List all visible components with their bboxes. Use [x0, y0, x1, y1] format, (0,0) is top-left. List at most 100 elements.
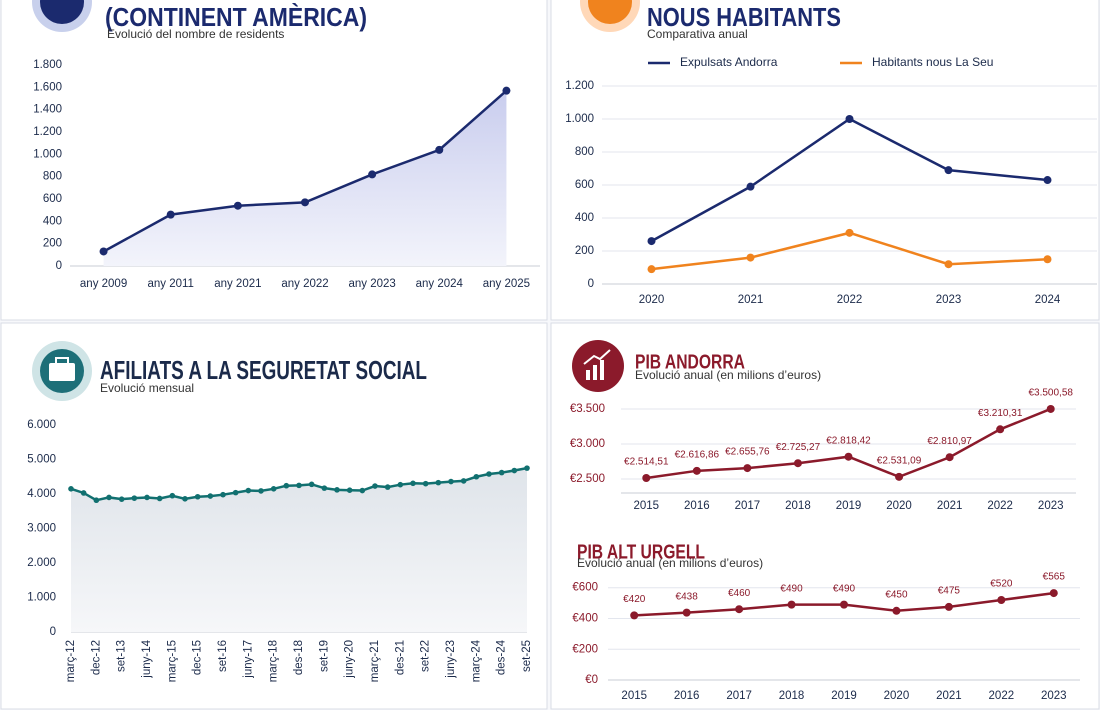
- chart-subtitle: Evolució anual (en milions d’euros): [577, 556, 763, 570]
- x-tick-label: març-15: [166, 640, 178, 682]
- x-tick-label: any 2009: [80, 278, 127, 290]
- x-tick-label: any 2023: [348, 278, 395, 290]
- marker: [258, 488, 264, 494]
- marker: [1046, 404, 1055, 413]
- marker: [746, 253, 755, 262]
- chart-title: (CONTINENT AMÈRICA): [105, 2, 367, 32]
- y-tick-label: 1.400: [33, 104, 62, 116]
- marker: [245, 487, 252, 494]
- marker: [166, 210, 175, 219]
- marker: [1043, 255, 1052, 264]
- x-tick-label: 2018: [779, 690, 805, 702]
- legend-label: Expulsats Andorra: [680, 55, 778, 69]
- x-tick-label: 2015: [633, 500, 659, 512]
- chart-subtitle: Evolució anual (en milions d’euros): [635, 368, 821, 382]
- marker: [735, 605, 744, 614]
- x-tick-label: 2022: [987, 500, 1013, 512]
- marker: [502, 86, 511, 95]
- y-tick-label: 1.000: [27, 592, 56, 604]
- value-label: €490: [833, 583, 856, 594]
- x-tick-label: 2017: [726, 690, 752, 702]
- y-tick-label: €0: [585, 674, 598, 686]
- y-tick-label: 2.000: [27, 557, 56, 569]
- panel: [550, 322, 1100, 710]
- value-label: €438: [676, 591, 699, 602]
- marker: [997, 596, 1006, 604]
- x-tick-label: set-19: [318, 640, 330, 672]
- value-label: €2.514,51: [624, 457, 669, 468]
- chart-subtitle: Comparativa anual: [647, 27, 748, 41]
- marker: [232, 489, 239, 496]
- x-tick-label: març-21: [369, 640, 381, 682]
- y-tick-label: 6.000: [27, 419, 56, 431]
- y-tick-label: 200: [575, 245, 594, 257]
- x-tick-label: 2022: [989, 690, 1015, 702]
- y-tick-label: 1.200: [33, 126, 62, 138]
- chart-title: PIB ANDORRA: [635, 351, 745, 373]
- marker: [895, 472, 904, 481]
- marker: [787, 600, 796, 609]
- value-label: €450: [885, 589, 908, 600]
- y-tick-label: 0: [50, 626, 56, 638]
- x-tick-label: any 2025: [483, 278, 530, 290]
- marker: [384, 484, 391, 490]
- y-tick-label: 400: [43, 215, 62, 227]
- x-tick-label: 2020: [884, 690, 910, 702]
- marker: [1043, 176, 1052, 185]
- marker: [746, 182, 755, 191]
- value-label: €3.500,58: [1028, 388, 1073, 399]
- y-tick-label: 0: [56, 260, 62, 272]
- x-tick-label: 2016: [684, 500, 710, 512]
- marker: [80, 490, 87, 496]
- y-tick-label: 1.800: [33, 59, 62, 71]
- value-label: €2.616,86: [675, 449, 720, 460]
- x-tick-label: 2016: [674, 690, 700, 702]
- marker: [118, 496, 125, 502]
- marker: [511, 467, 518, 474]
- x-tick-label: març-12: [65, 640, 77, 682]
- x-tick-label: març-24: [470, 639, 482, 682]
- marker: [473, 473, 480, 480]
- value-label: €565: [1043, 572, 1066, 583]
- x-tick-label: 2021: [738, 294, 764, 306]
- marker: [435, 479, 442, 486]
- marker: [99, 247, 108, 256]
- marker: [944, 260, 953, 269]
- marker: [372, 483, 378, 489]
- x-tick-label: any 2021: [214, 278, 261, 290]
- marker: [682, 608, 691, 617]
- y-tick-label: €600: [572, 582, 598, 594]
- x-tick-label: juny-23: [445, 640, 457, 679]
- y-tick-label: 1.600: [33, 81, 62, 93]
- y-tick-label: €3.500: [570, 403, 605, 415]
- legend-label: Habitants nous La Seu: [872, 55, 993, 69]
- y-tick-label: 400: [575, 212, 594, 224]
- marker: [1049, 589, 1058, 598]
- area: [71, 468, 527, 632]
- y-tick-label: 1.000: [565, 113, 594, 125]
- marker: [410, 480, 416, 487]
- x-tick-label: 2021: [936, 690, 962, 702]
- x-tick-label: 2023: [936, 294, 962, 306]
- x-tick-label: 2020: [886, 500, 912, 512]
- x-tick-label: set-25: [521, 640, 533, 672]
- marker: [845, 228, 854, 237]
- x-tick-label: 2019: [831, 690, 857, 702]
- marker: [435, 145, 444, 154]
- x-tick-label: març-18: [268, 640, 280, 682]
- value-label: €520: [990, 579, 1013, 590]
- value-label: €490: [780, 583, 803, 594]
- value-label: €2.531,09: [877, 455, 922, 466]
- marker: [642, 473, 651, 482]
- marker: [220, 491, 226, 498]
- x-tick-label: 2019: [836, 500, 862, 512]
- x-tick-label: set-22: [420, 640, 432, 672]
- marker: [647, 265, 656, 274]
- y-tick-label: 1.200: [565, 80, 594, 92]
- y-tick-label: 600: [575, 179, 594, 191]
- x-tick-label: any 2022: [281, 278, 328, 290]
- marker: [845, 115, 854, 123]
- marker: [498, 469, 505, 476]
- marker: [892, 606, 901, 615]
- y-tick-label: €200: [572, 643, 598, 655]
